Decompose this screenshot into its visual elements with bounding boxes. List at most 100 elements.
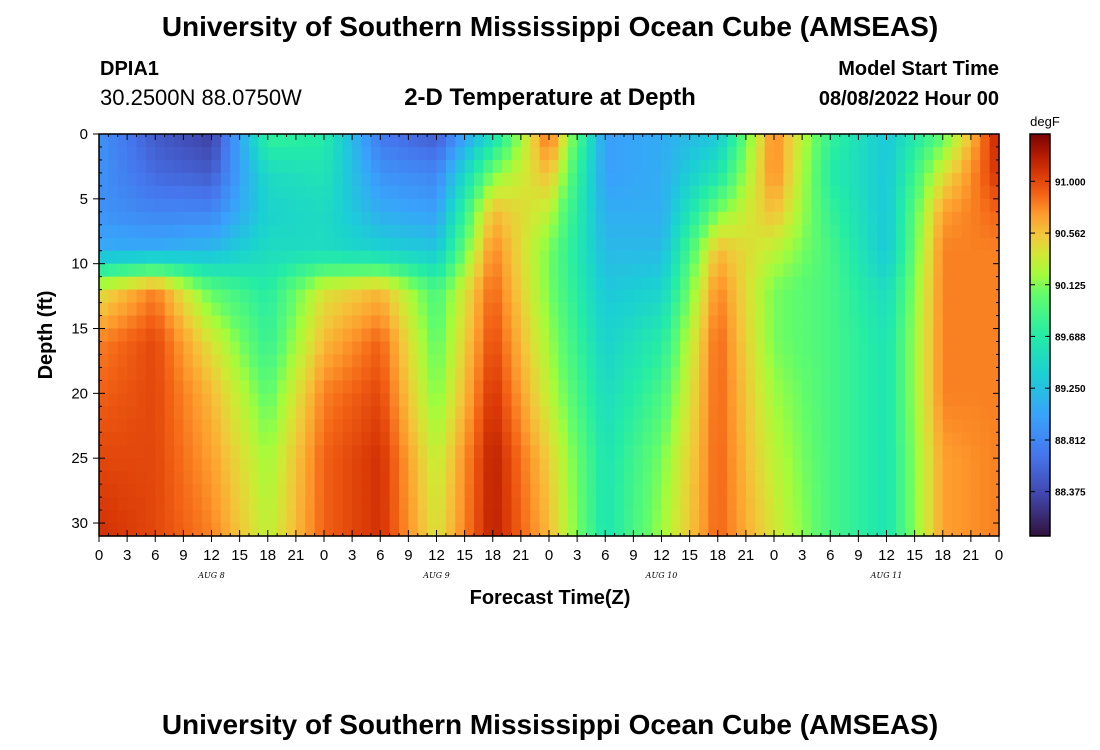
heatmap-cell	[164, 315, 175, 330]
heatmap-cell	[286, 523, 297, 537]
heatmap-cell	[745, 237, 756, 252]
heatmap-cell	[670, 302, 681, 317]
heatmap-cell	[830, 276, 841, 291]
heatmap-cell	[839, 172, 850, 187]
heatmap-cell	[408, 185, 419, 200]
heatmap-cell	[502, 497, 513, 511]
heatmap-cell	[417, 471, 428, 485]
heatmap-cell	[155, 198, 166, 213]
heatmap-cell	[239, 276, 250, 291]
heatmap-cell	[680, 224, 691, 239]
heatmap-cell	[464, 289, 475, 304]
heatmap-cell	[277, 367, 288, 381]
heatmap-cell	[502, 250, 513, 265]
heatmap-cell	[614, 367, 625, 381]
heatmap-cell	[389, 315, 400, 330]
heatmap-cell	[942, 159, 953, 174]
heatmap-cell	[755, 224, 766, 239]
heatmap-cell	[905, 198, 916, 213]
heatmap-cell	[220, 289, 231, 304]
heatmap-cell	[820, 432, 831, 446]
heatmap-cell	[155, 497, 166, 511]
heatmap-cell	[736, 341, 747, 356]
heatmap-cell	[342, 367, 353, 381]
heatmap-cell	[970, 302, 981, 317]
heatmap-cell	[980, 393, 991, 407]
heatmap-cell	[370, 185, 381, 200]
heatmap-cell	[614, 276, 625, 291]
heatmap-cell	[652, 497, 663, 511]
heatmap-cell	[117, 419, 128, 433]
heatmap-cell	[108, 328, 119, 343]
heatmap-cell	[633, 510, 644, 524]
heatmap-cell	[295, 263, 306, 278]
heatmap-cell	[745, 211, 756, 226]
heatmap-cell	[586, 276, 597, 291]
heatmap-cell	[802, 198, 813, 213]
heatmap-cell	[192, 432, 203, 446]
heatmap-cell	[933, 406, 944, 420]
heatmap-cell	[455, 134, 466, 148]
heatmap-cell	[127, 211, 138, 226]
heatmap-cell	[708, 445, 719, 459]
heatmap-cell	[464, 211, 475, 226]
heatmap-cell	[849, 185, 859, 200]
heatmap-cell	[905, 185, 916, 200]
heatmap-cell	[624, 458, 634, 472]
heatmap-cell	[942, 289, 953, 304]
heatmap-cell	[99, 354, 109, 369]
x-tick-label: 9	[179, 547, 187, 564]
heatmap-cell	[305, 497, 316, 511]
heatmap-cell	[877, 484, 888, 498]
heatmap-cell	[699, 328, 709, 343]
heatmap-cell	[445, 328, 456, 343]
heatmap-cell	[286, 471, 297, 485]
heatmap-cell	[436, 289, 447, 304]
heatmap-cell	[155, 237, 166, 252]
x-tick-label: 0	[320, 547, 328, 564]
heatmap-cell	[230, 198, 241, 213]
heatmap-cell	[614, 211, 625, 226]
heatmap-cell	[445, 497, 456, 511]
heatmap-cell	[333, 354, 344, 369]
heatmap-cell	[914, 315, 925, 330]
heatmap-cell	[417, 237, 428, 252]
heatmap-cell	[295, 302, 306, 317]
heatmap-cell	[849, 289, 859, 304]
heatmap-cell	[445, 432, 456, 446]
heatmap-cell	[417, 211, 428, 226]
heatmap-cell	[914, 263, 925, 278]
heatmap-cell	[286, 458, 297, 472]
heatmap-cell	[745, 380, 756, 394]
heatmap-cell	[211, 289, 222, 304]
heatmap-cell	[670, 276, 681, 291]
heatmap-cell	[661, 523, 672, 537]
heatmap-cell	[117, 484, 128, 498]
heatmap-cell	[961, 237, 972, 252]
heatmap-cell	[155, 393, 166, 407]
heatmap-cell	[445, 367, 456, 381]
heatmap-cell	[605, 419, 616, 433]
heatmap-cell	[230, 276, 241, 291]
heatmap-cell	[108, 367, 119, 381]
heatmap-cell	[558, 134, 569, 148]
x-tick-label: 21	[513, 547, 530, 564]
heatmap-cell	[183, 198, 194, 213]
heatmap-cell	[539, 497, 550, 511]
heatmap-cell	[961, 250, 972, 265]
heatmap-cell	[586, 341, 597, 356]
heatmap-cell	[989, 380, 1000, 394]
heatmap-cell	[839, 523, 850, 537]
heatmap-cell	[811, 510, 822, 524]
heatmap-cell	[492, 211, 503, 226]
heatmap-cell	[605, 134, 616, 148]
heatmap-cell	[202, 341, 213, 356]
heatmap-cell	[427, 445, 438, 459]
heatmap-cell	[567, 146, 578, 161]
heatmap-cell	[399, 471, 409, 485]
heatmap-cell	[933, 497, 944, 511]
heatmap-cell	[267, 328, 278, 343]
heatmap-cell	[464, 393, 475, 407]
heatmap-cell	[127, 134, 138, 148]
heatmap-cell	[802, 237, 813, 252]
